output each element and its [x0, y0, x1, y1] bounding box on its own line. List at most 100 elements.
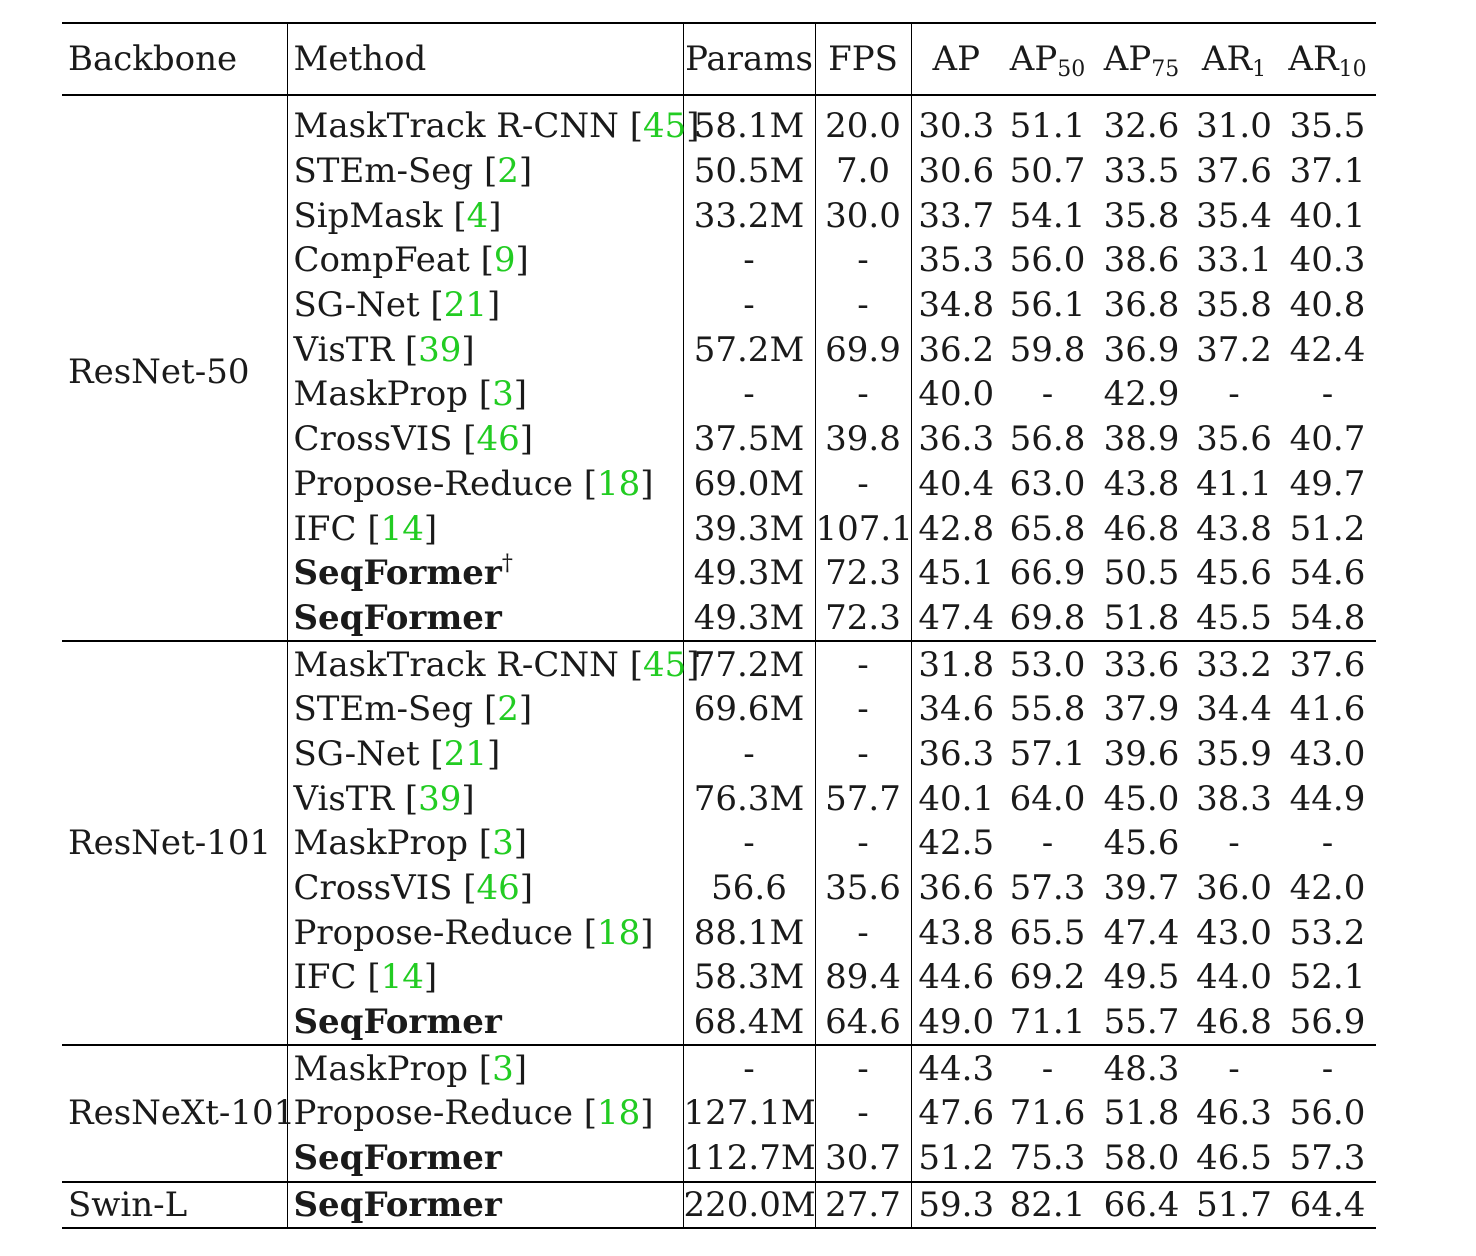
header-ap75-sub: 75 [1151, 57, 1180, 82]
ar10-cell: 42.0 [1289, 868, 1366, 909]
ar1-cell: 41.1 [1196, 463, 1272, 504]
ar1-cell: 35.4 [1196, 195, 1272, 236]
citation-link[interactable]: 2 [497, 689, 519, 730]
ap75-cell: 35.8 [1103, 195, 1180, 236]
ar1-cell: 46.8 [1196, 1002, 1272, 1043]
citation-link[interactable]: 46 [476, 419, 520, 460]
ar1-cell: 31.0 [1196, 106, 1272, 147]
citation-link[interactable]: 9 [493, 240, 516, 281]
citation-link[interactable]: 18 [597, 1093, 641, 1134]
citation-link[interactable]: 18 [597, 463, 641, 504]
header-row: Backbone Method Params FPS AP AP50 AP75 … [62, 23, 1376, 96]
method-name: SG-Net [293, 285, 420, 326]
ar10-cell: 56.9 [1289, 1002, 1366, 1043]
fps-cell: 7.0 [815, 148, 912, 194]
citation-link[interactable]: 39 [418, 329, 462, 370]
table-row: MaskProp [3] - -40.0-42.9- - [62, 372, 1376, 417]
table-row: ResNet-50 MaskTrack R-CNN [45] 58.1M 20.0 30… [62, 104, 1376, 642]
fps-cell: 27.7 [815, 1180, 912, 1230]
table-row: Propose-Reduce [18] 88.1M -43.8 65.5 47.4 43.… [62, 910, 1376, 956]
method-name: STEm-Seg [293, 689, 474, 730]
method-cell: CompFeat [9] [287, 238, 684, 283]
method-name: MaskTrack R-CNN [293, 106, 619, 147]
ap-cell: 42.5 [918, 823, 995, 864]
header-ar10: AR10 [1279, 23, 1376, 96]
ar10-cell: 51.2 [1289, 508, 1366, 549]
citation-link[interactable]: 14 [380, 508, 424, 549]
ar10-cell: 53.2 [1289, 912, 1366, 953]
header-params: Params [683, 23, 816, 96]
params-cell: 220.0M [683, 1180, 816, 1230]
fps-cell: 64.6 [815, 999, 912, 1046]
ar1-cell: 46.3 [1196, 1093, 1272, 1134]
citation-link[interactable]: 39 [418, 778, 462, 819]
method-name: MaskTrack R-CNN [293, 644, 619, 685]
citation-link[interactable]: 2 [497, 151, 519, 192]
ap-cell: 45.1 [918, 553, 995, 594]
params-cell: 76.3M [683, 776, 816, 821]
table-row: SeqFormer† 49.3M 72.3 45.1 66.9 50.5 45.6 54.6 [62, 550, 1376, 596]
ap50-cell: 56.1 [1009, 285, 1086, 326]
citation-link[interactable]: 21 [443, 733, 487, 774]
ar1-cell: 51.7 [1189, 1180, 1279, 1230]
ap50-cell: 56.0 [1009, 240, 1086, 281]
method-cell: CrossVIS [46] [287, 865, 684, 911]
ap50-cell: 65.8 [1009, 508, 1086, 549]
method-cell: SeqFormer [287, 999, 684, 1046]
fps-cell: - [815, 372, 912, 417]
params-cell: 39.3M [683, 506, 816, 551]
ar1-cell: 45.5 [1196, 597, 1272, 638]
results-table: Backbone Method Params FPS AP AP50 AP75 … [62, 22, 1376, 1230]
method-cell: MaskProp [3] [287, 372, 684, 417]
results-body: ResNet-50 MaskTrack R-CNN [45] 58.1M 20.0 30… [62, 95, 1376, 1230]
ap-cell: 40.4 [918, 463, 995, 504]
ar1-cell: 43.8 [1196, 508, 1272, 549]
table-row: SeqFormer 68.4M 64.6 49.0 71.1 55.7 46.8 56.9 [62, 999, 1376, 1046]
ap75-cell: 51.8 [1103, 597, 1180, 638]
method-name: SeqFormer [293, 597, 502, 638]
citation-link[interactable]: 46 [476, 868, 520, 909]
citation-link[interactable]: 18 [597, 912, 641, 953]
table-row: STEm-Seg [2] 69.6M -34.6 55.8 37.9 34.4 41.6 [62, 686, 1376, 732]
method-name: MaskProp [293, 374, 469, 415]
citation-link[interactable]: 21 [443, 285, 487, 326]
fps-cell: - [815, 686, 912, 732]
table-row: SeqFormer 49.3M 72.3 47.4 69.8 51.8 45.5 54.8 [62, 595, 1376, 642]
ar1-cell: 35.9 [1196, 733, 1272, 774]
ar1-cell: - [1228, 823, 1240, 864]
method-name: CompFeat [293, 240, 470, 281]
header-ap75-base: AP [1103, 39, 1152, 79]
method-name: VisTR [293, 778, 395, 819]
ap50-cell: 69.8 [1009, 597, 1086, 638]
params-cell: 57.2M [683, 327, 816, 373]
citation-link[interactable]: 3 [492, 374, 514, 415]
citation-link[interactable]: 3 [492, 823, 514, 864]
ap75-cell: 50.5 [1103, 553, 1180, 594]
ar1-cell: 43.0 [1196, 912, 1272, 953]
ap50-cell: 50.7 [1009, 151, 1086, 192]
citation-link[interactable]: 14 [380, 957, 424, 998]
fps-cell: - [815, 1044, 912, 1092]
ap-cell: 49.0 [918, 1002, 995, 1043]
method-cell: SG-Net [21] [287, 731, 684, 777]
citation-link[interactable]: 45 [642, 106, 687, 147]
citation-link[interactable]: 3 [492, 1048, 514, 1089]
params-cell: 69.0M [683, 461, 816, 507]
citation-link[interactable]: 45 [642, 644, 687, 685]
ap75-cell: 42.9 [1103, 374, 1180, 415]
fps-cell: 57.7 [815, 776, 912, 821]
table-row: Swin-L SeqFormer 220.0M 27.7 59.3 82.1 66.4 51.… [62, 1180, 1376, 1230]
ar1-cell: 35.6 [1196, 419, 1272, 460]
ap50-cell: 82.1 [1001, 1180, 1094, 1230]
method-cell: SeqFormer [287, 1135, 684, 1182]
fps-cell: 107.1 [815, 506, 913, 551]
citation-link[interactable]: 4 [466, 195, 489, 236]
ap50-cell: 65.5 [1009, 912, 1086, 953]
ap-cell: 36.3 [918, 733, 995, 774]
ar10-cell: 57.3 [1289, 1138, 1366, 1179]
table-row: VisTR [39] 57.2M 69.9 36.2 59.8 36.9 37.2 42.4 [62, 327, 1376, 373]
fps-cell: 69.9 [815, 327, 912, 373]
method-cell: Propose-Reduce [18] [287, 910, 684, 956]
ap75-cell: 38.9 [1103, 419, 1180, 460]
ar10-cell: 64.4 [1279, 1180, 1376, 1230]
